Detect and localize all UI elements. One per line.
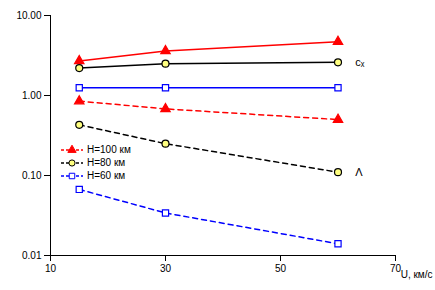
html-text:H=80 км: H=80 км (87, 157, 126, 168)
svg-text:cₓ: cₓ (355, 56, 365, 68)
svg-text:0.01: 0.01 (22, 250, 42, 261)
svg-text:Λ: Λ (355, 166, 363, 178)
svg-text:U, км/с: U, км/с (401, 269, 433, 280)
svg-text:10: 10 (45, 263, 57, 274)
html-text:H=100 км: H=100 км (87, 144, 131, 155)
svg-text:30: 30 (160, 263, 172, 274)
html-text:H=60 км: H=60 км (87, 170, 126, 181)
svg-text:10.00: 10.00 (16, 10, 41, 21)
svg-text:50: 50 (275, 263, 287, 274)
svg-text:1.00: 1.00 (22, 90, 42, 101)
svg-text:0.10: 0.10 (22, 170, 42, 181)
svg-text:70: 70 (389, 262, 402, 274)
